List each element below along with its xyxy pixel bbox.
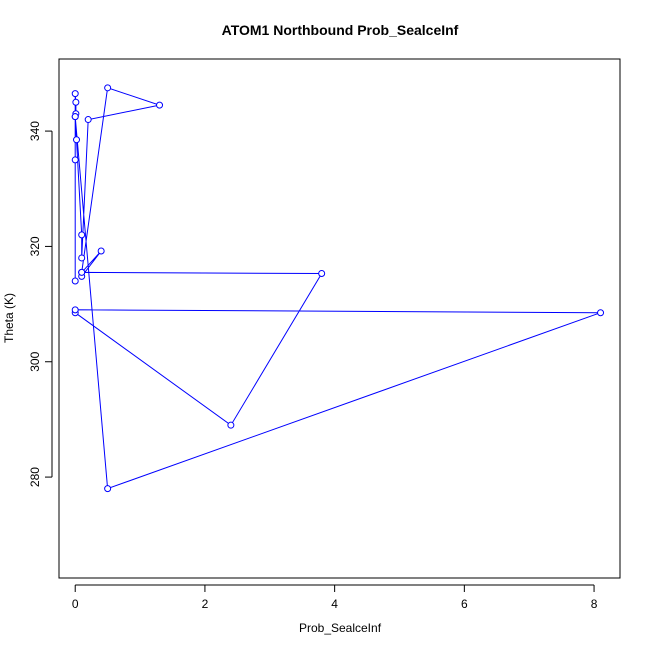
x-tick-label: 6 [461, 597, 468, 611]
data-point [84, 116, 92, 124]
y-tick-label: 300 [28, 351, 42, 371]
data-point [104, 84, 112, 92]
series [71, 84, 605, 493]
data-point [78, 231, 86, 239]
data-point [78, 268, 86, 276]
data-point [97, 247, 105, 255]
data-point [78, 254, 86, 262]
x-tick-label: 4 [331, 597, 338, 611]
y-axis: 280 300 320 340 [28, 121, 53, 487]
data-point [71, 156, 79, 164]
y-tick-label: 280 [28, 467, 42, 487]
x-axis: 0 2 4 6 8 [72, 584, 598, 611]
data-point [71, 306, 79, 314]
data-point [597, 309, 605, 317]
y-tick-label: 320 [28, 236, 42, 256]
data-point [104, 485, 112, 493]
x-tick-label: 8 [591, 597, 598, 611]
x-tick-label: 0 [72, 597, 79, 611]
data-point [156, 101, 164, 109]
x-axis-label: Prob_SealceInf [299, 621, 382, 635]
data-point [71, 113, 79, 121]
data-point [72, 98, 80, 106]
data-point [71, 90, 79, 98]
plot-area [58, 58, 621, 579]
data-point [71, 277, 79, 285]
chart-title: ATOM1 Northbound Prob_SealceInf [222, 22, 459, 38]
data-point [73, 136, 81, 144]
series-line [74, 87, 601, 490]
y-axis-label: Theta (K) [2, 293, 16, 343]
data-point [318, 270, 326, 278]
data-point [227, 421, 235, 429]
y-tick-label: 340 [28, 121, 42, 141]
x-tick-label: 2 [202, 597, 209, 611]
